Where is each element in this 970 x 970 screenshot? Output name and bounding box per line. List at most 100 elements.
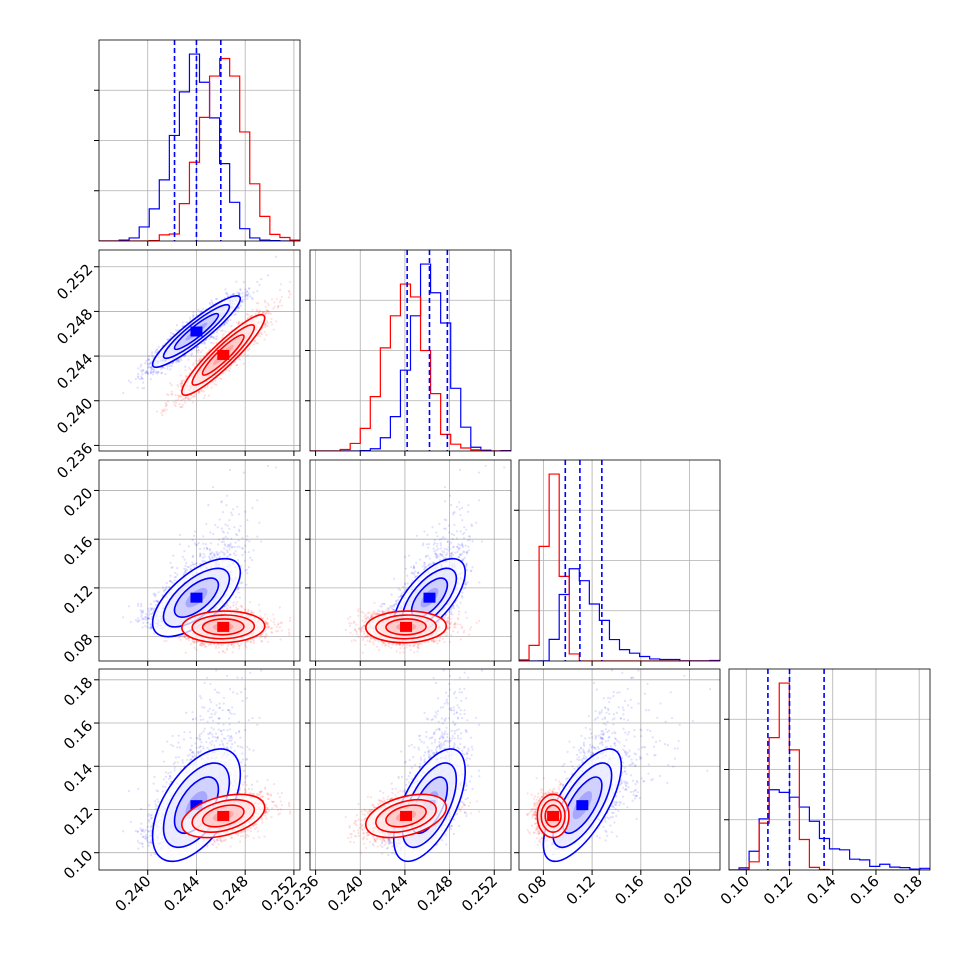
sample-point: [249, 315, 252, 318]
sample-point: [210, 386, 213, 389]
sample-point: [238, 644, 241, 647]
sample-point: [185, 321, 188, 324]
sample-point: [203, 341, 207, 344]
sample-point: [189, 397, 193, 400]
sample-point: [252, 291, 255, 294]
sample-point: [181, 321, 184, 324]
sample-point: [278, 626, 282, 629]
sample-point: [254, 312, 257, 315]
sample-point: [233, 313, 236, 316]
sample-point: [265, 312, 268, 315]
sample-point: [259, 634, 262, 637]
sample-point: [209, 303, 212, 306]
sample-point: [194, 359, 197, 362]
sample-point: [147, 358, 150, 361]
sample-point: [267, 309, 270, 313]
sample-point: [244, 288, 247, 291]
sample-point: [155, 410, 159, 413]
sample-point: [195, 349, 198, 352]
sample-point: [180, 379, 183, 382]
sample-point: [200, 309, 203, 313]
sample-point: [140, 377, 143, 381]
sample-point: [140, 377, 144, 380]
sample-point: [266, 623, 269, 626]
axes-frame: [309, 249, 512, 452]
sample-point: [182, 397, 185, 401]
sample-point: [161, 414, 164, 417]
sample-point: [137, 376, 140, 379]
axes-frame: [518, 459, 721, 662]
sample-point: [246, 297, 249, 300]
sample-point: [276, 305, 280, 308]
sample-point: [215, 341, 218, 344]
sample-point: [149, 371, 153, 374]
sample-point: [166, 365, 169, 368]
sample-point: [255, 309, 259, 313]
sample-point: [190, 352, 194, 355]
sample-point: [183, 398, 186, 401]
sample-point: [275, 320, 278, 323]
sample-point: [221, 329, 225, 332]
sample-point: [192, 362, 195, 365]
sample-point: [264, 312, 268, 315]
sample-point: [149, 362, 152, 365]
sample-point: [181, 380, 184, 383]
sample-point: [215, 383, 218, 387]
sample-point: [174, 404, 177, 408]
histogram-series-2: [99, 57, 300, 241]
sample-point: [221, 334, 224, 337]
sample-point: [264, 301, 267, 304]
sample-point: [170, 390, 173, 393]
sample-point: [247, 287, 251, 290]
sample-point: [214, 297, 218, 301]
sample-point: [258, 283, 261, 286]
sample-point: [180, 359, 183, 362]
sample-point: [267, 625, 270, 629]
sample-point: [148, 358, 151, 362]
sample-point: [264, 323, 268, 326]
sample-point: [236, 291, 239, 294]
sample-point: [208, 301, 211, 305]
sample-point: [215, 330, 219, 334]
sample-point: [176, 359, 179, 362]
scatter-panel-2-1: [94, 249, 301, 456]
diagonal-panel-2: [305, 249, 512, 456]
sample-point: [137, 367, 140, 370]
sample-point: [179, 374, 182, 377]
sample-point: [155, 370, 158, 373]
sample-point: [146, 371, 150, 374]
sample-point: [150, 367, 153, 370]
sample-point: [144, 371, 147, 374]
sample-point: [139, 365, 142, 368]
sample-point: [145, 370, 148, 373]
sample-point: [169, 382, 172, 385]
sample-point: [287, 289, 291, 292]
sample-point: [195, 362, 198, 365]
sample-point: [226, 644, 230, 647]
sample-point: [210, 335, 213, 338]
sample-point: [145, 370, 148, 373]
sample-point: [253, 339, 256, 342]
sample-point: [156, 372, 159, 375]
sample-point: [147, 357, 150, 361]
sample-point: [150, 353, 154, 357]
sample-point: [152, 368, 155, 371]
sample-point: [234, 313, 237, 316]
sample-point: [185, 637, 188, 641]
sample-point: [221, 650, 224, 653]
sample-point: [260, 635, 264, 639]
sample-point: [148, 363, 151, 366]
sample-point: [140, 370, 143, 373]
sample-point: [259, 332, 263, 335]
sample-point: [269, 312, 272, 315]
sample-point: [273, 305, 276, 308]
sample-point: [177, 394, 180, 397]
sample-point: [237, 322, 240, 326]
sample-point: [165, 404, 168, 407]
sample-point: [205, 645, 208, 648]
sample-point: [257, 311, 260, 314]
sample-point: [267, 304, 270, 307]
sample-point: [212, 342, 215, 345]
sample-point: [202, 396, 205, 400]
sample-point: [211, 302, 214, 306]
